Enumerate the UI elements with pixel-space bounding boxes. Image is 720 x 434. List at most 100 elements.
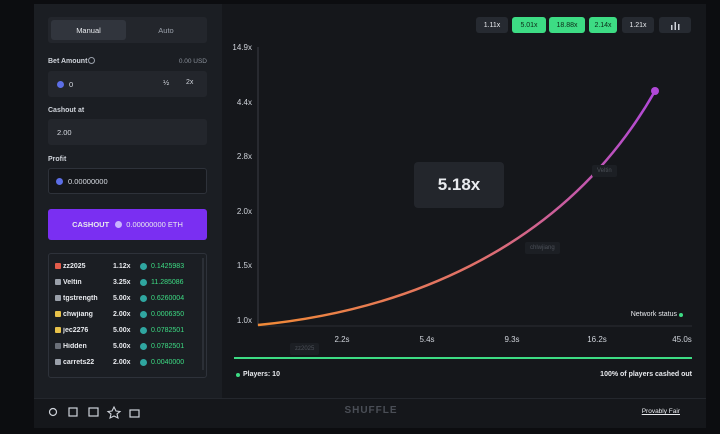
cashed-out: 100% of players cashed out (600, 371, 692, 378)
player-name: zz2025 (63, 262, 86, 270)
footer-divider (34, 398, 706, 399)
half-button[interactable]: ½ (163, 78, 170, 87)
players-dot (236, 373, 240, 377)
provably-fair[interactable]: Provably Fair (641, 408, 680, 415)
network-status: Network status (630, 311, 677, 318)
y-label: 2.0x (236, 206, 252, 216)
x-label: 2.2s (334, 335, 350, 344)
player-amount: 0.1425983 (151, 262, 185, 270)
y-label: 1.0x (236, 316, 252, 325)
history-chip[interactable]: 18.88x (549, 17, 585, 33)
coin-icon (140, 262, 147, 270)
coin-icon (115, 221, 123, 228)
stats-button[interactable] (659, 17, 691, 33)
network-dot (679, 313, 683, 317)
player-multiplier: 5.00x (113, 342, 131, 350)
footer-icons (48, 405, 140, 420)
avatar (55, 295, 61, 301)
player-amount: 0.6260004 (151, 294, 185, 302)
profit-field: 0.00000000 (48, 168, 207, 194)
cashout-input[interactable]: 2.00 (48, 119, 207, 145)
bet-input[interactable]: 0 (48, 71, 207, 97)
cashout-button[interactable]: CASHOUT 0.00000000 ETH (48, 209, 207, 240)
coin-icon (57, 80, 64, 88)
avatar (55, 279, 61, 285)
player-row: Veltin 3.25x 11.285086 (55, 275, 203, 289)
player-row: Hidden 5.00x 0.0782501 (55, 339, 203, 353)
coin-icon (140, 342, 147, 350)
history-chip[interactable]: 5.01x (512, 17, 546, 33)
player-name: carrets22 (63, 358, 95, 366)
x-label: 9.3s (504, 335, 520, 344)
y-label: 1.5x (236, 261, 252, 271)
multiplier-curve (257, 90, 657, 327)
player-row: jec2276 5.00x 0.0782501 (55, 323, 203, 337)
player-name: jec2276 (63, 326, 89, 334)
player-multiplier: 5.00x (113, 326, 131, 334)
curve-head (651, 87, 659, 95)
y-label: 4.4x (236, 97, 252, 107)
coin-icon (140, 326, 147, 334)
player-name: chwjiang (63, 310, 93, 318)
player-row: carrets22 2.00x 0.0040000 (55, 355, 203, 369)
coin-icon (140, 358, 147, 366)
bet-balance: 0.00 USD (178, 58, 207, 65)
button-amount: 0.00000000 ETH (126, 220, 183, 229)
player-name: Hidden (63, 342, 87, 350)
player-amount: 0.0782501 (151, 326, 185, 334)
history-chip[interactable]: 1.11x (476, 17, 508, 33)
chart-icon[interactable] (88, 407, 99, 417)
double-button[interactable]: 2x (186, 79, 194, 86)
bag-icon[interactable] (129, 409, 140, 418)
avatar (55, 311, 61, 317)
ghost-label: chlwjiang (525, 242, 560, 254)
sidebar (34, 4, 222, 398)
coin-icon (140, 278, 147, 286)
cashout-label: Cashout at (48, 107, 85, 114)
avatar (55, 263, 61, 269)
history-chip[interactable]: 1.21x (622, 17, 654, 33)
coin-icon (140, 294, 147, 302)
scrollbar (202, 258, 204, 370)
x-label: 16.2s (587, 335, 607, 344)
player-row: chwjiang 2.00x 0.0006350 (55, 307, 203, 321)
logo: SHUFFLE (344, 405, 398, 416)
profit-value: 0.00000000 (68, 176, 108, 186)
current-multiplier: 5.18x (414, 162, 504, 208)
player-multiplier: 1.12x (113, 262, 131, 270)
button-label: CASHOUT (72, 220, 110, 229)
avatar (55, 359, 61, 365)
player-amount: 0.0006350 (151, 310, 185, 318)
ghost-label: Veltin (592, 165, 617, 177)
players-list: zz2025 1.12x 0.1425983 Veltin 3.25x 11.285086… (48, 253, 207, 378)
favorite-icon[interactable] (106, 405, 122, 420)
player-row: zz2025 1.12x 0.1425983 (55, 259, 203, 273)
y-label: 14.9x (232, 43, 252, 52)
avatar (55, 327, 61, 333)
player-multiplier: 2.00x (113, 310, 131, 318)
avatar (55, 343, 61, 349)
ghost-label: zz2025 (290, 343, 320, 355)
x-label: 45.0s (672, 335, 692, 344)
chart-icon (671, 21, 680, 30)
player-amount: 11.285086 (151, 278, 184, 286)
player-row: tgstrength 5.00x 0.6260004 (55, 291, 203, 305)
tab-manual[interactable]: Manual (51, 20, 126, 40)
player-multiplier: 2.00x (113, 358, 131, 366)
x-label: 5.4s (419, 335, 435, 344)
stats-icon[interactable] (68, 407, 78, 417)
player-name: tgstrength (63, 294, 98, 302)
y-label: 2.8x (236, 152, 252, 162)
settings-icon[interactable] (48, 407, 58, 417)
tab-auto[interactable]: Auto (158, 25, 174, 35)
coin-icon (140, 310, 147, 318)
player-amount: 0.0040000 (151, 358, 185, 366)
info-icon[interactable] (88, 57, 95, 64)
profit-label: Profit (48, 156, 67, 163)
player-amount: 0.0782501 (151, 342, 185, 350)
bet-label: Bet Amount (48, 58, 88, 65)
player-multiplier: 3.25x (113, 278, 131, 286)
history-chip[interactable]: 2.14x (589, 17, 617, 33)
